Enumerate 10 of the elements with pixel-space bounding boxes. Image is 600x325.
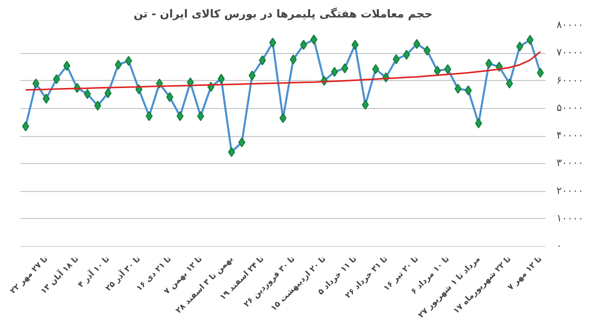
chart-title: حجم معاملات هفتگی پلیمرها در بورس کالای ایران - تن — [134, 8, 432, 20]
y-tick-label: ۷۰۰۰۰ — [556, 48, 584, 59]
y-tick-label: ۴۰۰۰۰ — [556, 130, 584, 142]
y-tick-label: ۸۰۰۰۰ — [556, 20, 584, 31]
y-tick-label: ۰ — [556, 241, 562, 252]
y-tick-label: ۲۰۰۰۰ — [556, 186, 584, 197]
y-tick-label: ۵۰۰۰۰ — [556, 102, 584, 114]
y-tick-label: ۶۰۰۰۰ — [556, 75, 584, 86]
y-tick-label: ۱۰۰۰۰ — [556, 213, 584, 224]
y-tick-label: ۳۰۰۰۰ — [556, 158, 584, 170]
